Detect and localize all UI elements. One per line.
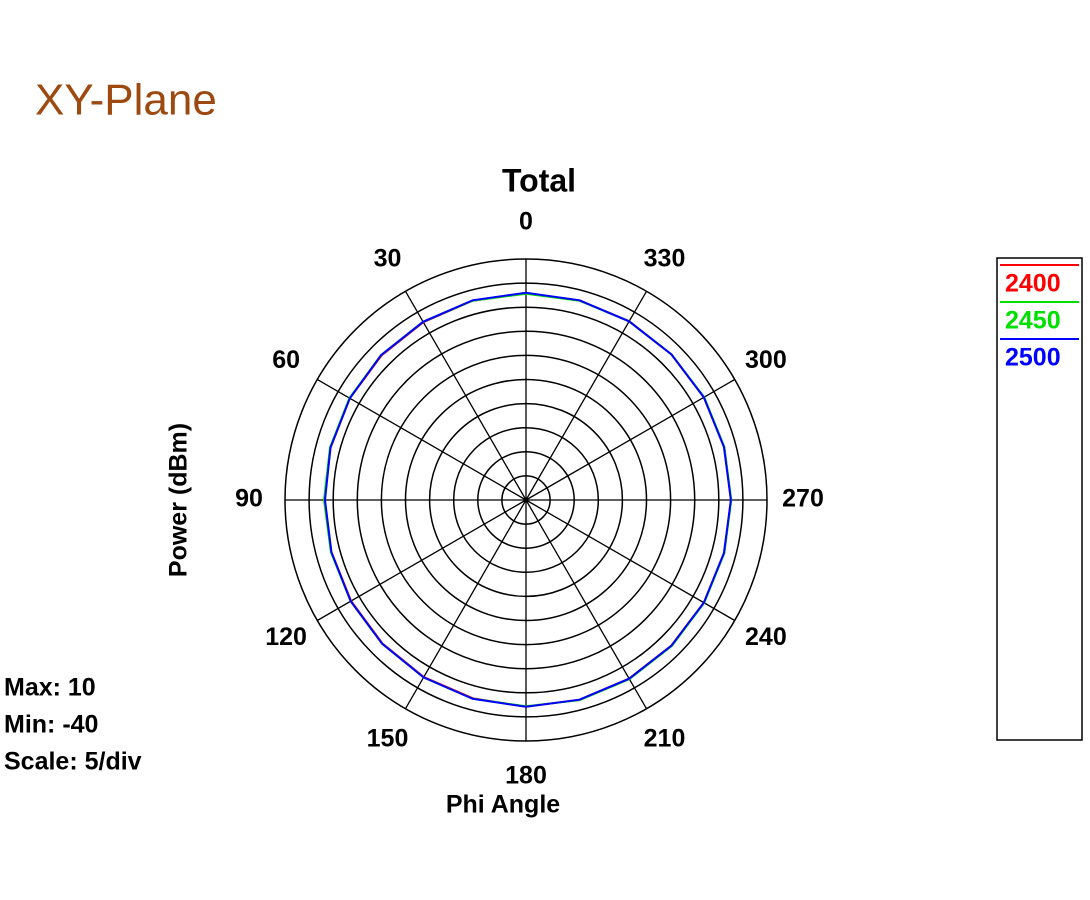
grid-spoke [316, 499, 527, 622]
grid-spoke [404, 290, 527, 501]
grid-spoke [525, 378, 736, 501]
legend-label: 2400 [1005, 270, 1061, 298]
chart-title: Total [502, 162, 576, 198]
grid-spoke [525, 499, 648, 710]
grid-spoke [525, 290, 648, 501]
legend-label: 2500 [1005, 344, 1061, 372]
angle-tick-label: 150 [367, 724, 409, 752]
annotation: Scale: 5/div [4, 748, 142, 776]
angle-tick-label: 120 [265, 623, 307, 651]
grid-spoke [525, 499, 736, 622]
annotation: Min: -40 [4, 711, 98, 739]
legend-box [996, 257, 1083, 741]
angle-tick-label: 0 [519, 208, 533, 236]
angle-tick-label: 210 [644, 724, 686, 752]
angle-tick-label: 60 [272, 346, 300, 374]
angle-tick-label: 270 [782, 485, 824, 513]
angle-tick-label: 240 [745, 623, 787, 651]
angle-tick-label: 180 [505, 762, 547, 790]
series-line [323, 291, 732, 708]
y-axis-label: Power (dBm) [165, 423, 193, 577]
angle-tick-label: 330 [644, 245, 686, 273]
x-axis-label: Phi Angle [446, 791, 560, 819]
grid-spoke [404, 499, 527, 710]
annotation: Max: 10 [4, 674, 96, 702]
angle-tick-label: 90 [235, 485, 263, 513]
grid-spoke [316, 378, 527, 501]
angle-tick-label: 30 [374, 245, 402, 273]
page-title: XY-Plane [35, 76, 217, 125]
legend-label: 2450 [1005, 307, 1061, 335]
angle-tick-label: 300 [745, 346, 787, 374]
